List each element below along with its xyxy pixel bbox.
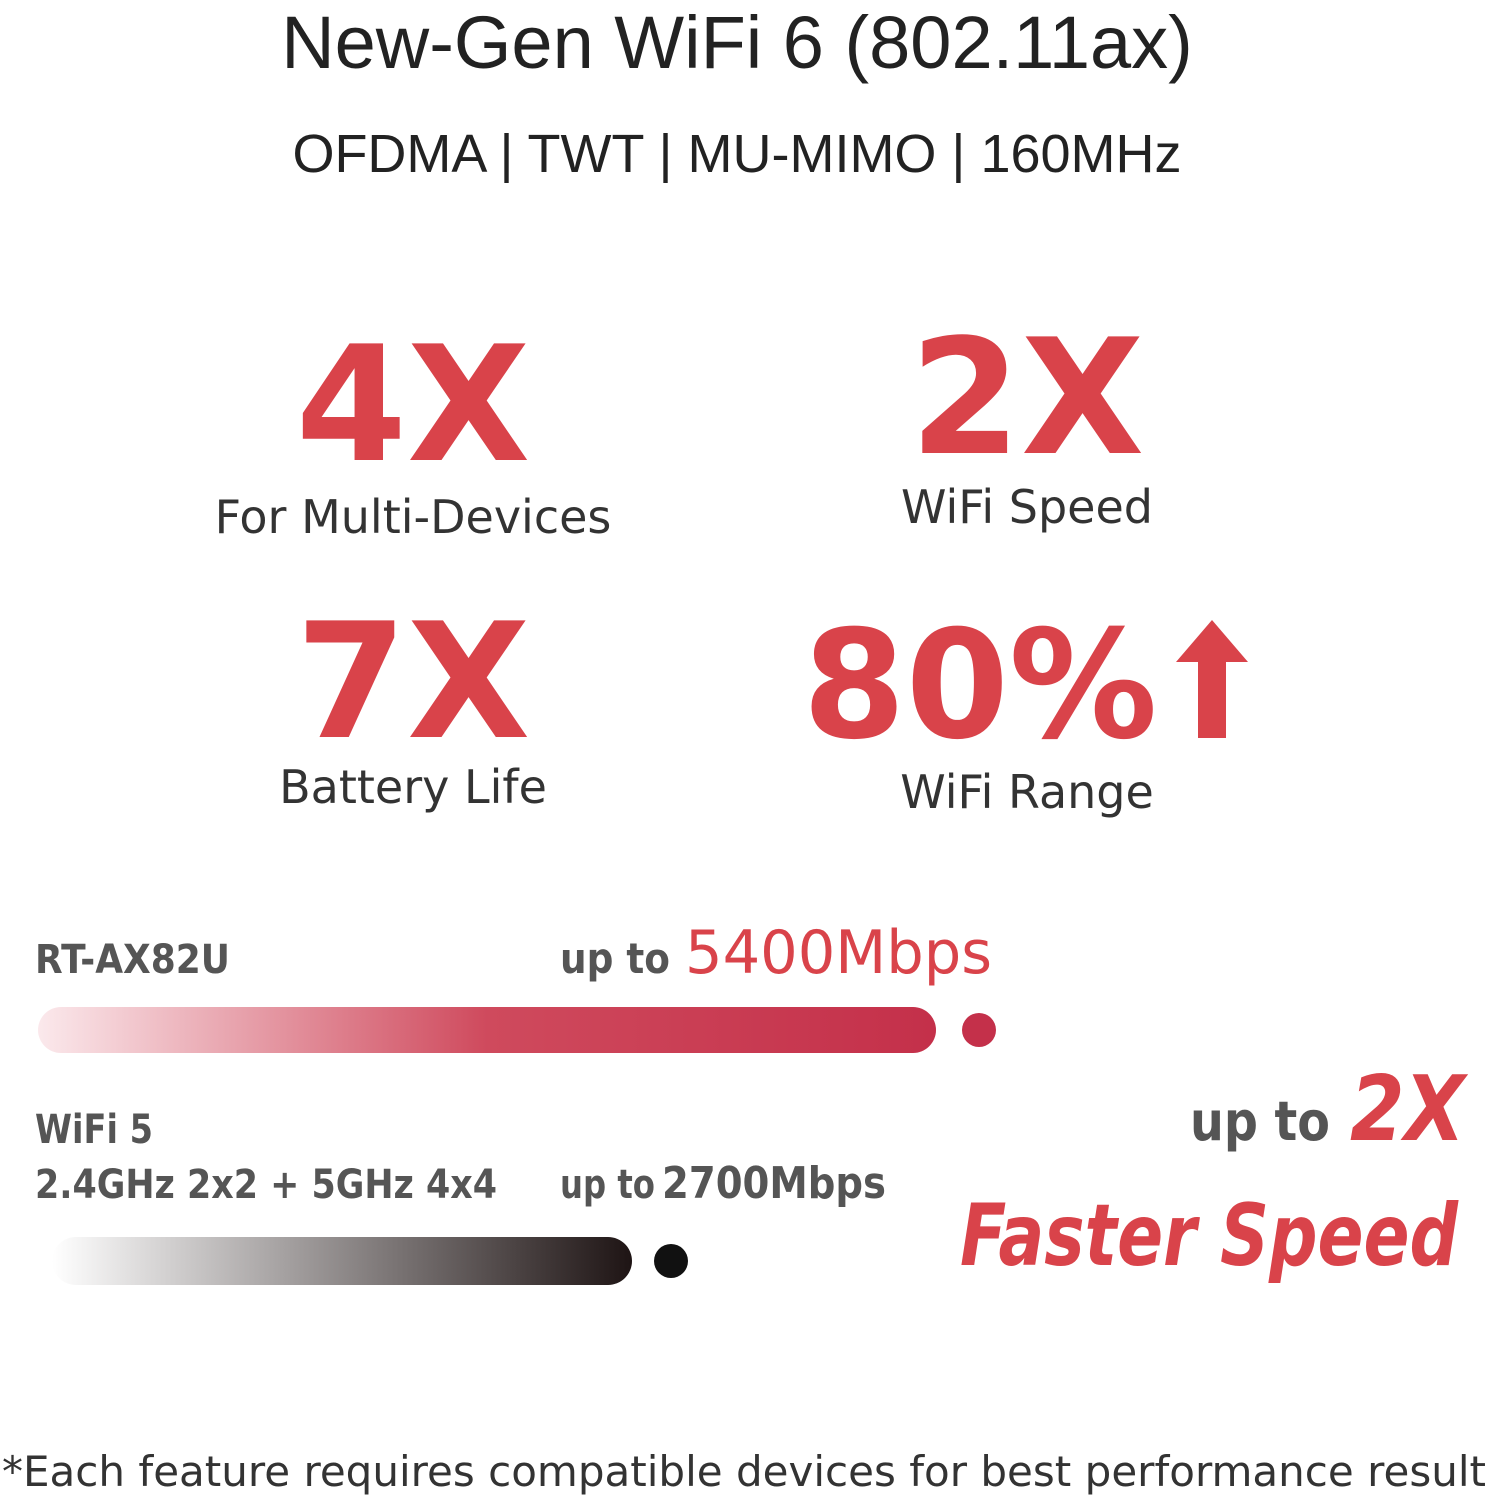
device-name: RT-AX82U [35, 937, 230, 983]
callout-tagline: Faster Speed [960, 1186, 1459, 1286]
callout-figure: 2X [1350, 1057, 1469, 1162]
stat-figure: 7X [296, 588, 531, 775]
speed-prefix: up to [560, 1162, 655, 1208]
bar-dot [654, 1244, 688, 1278]
device-detail: 2.4GHz 2x2 + 5GHz 4x4 [35, 1162, 497, 1208]
speed-bar [38, 1007, 936, 1053]
speed: 2700Mbps [662, 1158, 886, 1209]
speed-prefix: up to [560, 934, 670, 983]
stat-label: For Multi-Devices [215, 490, 612, 544]
stat-figure: 2X [910, 304, 1145, 491]
callout-prefix: up to [1190, 1090, 1330, 1153]
stat-figure: 80% [803, 599, 1158, 773]
bar-dot [962, 1013, 996, 1047]
speed: 5400Mbps [685, 918, 992, 988]
stat-label: Battery Life [279, 760, 547, 814]
device-name: WiFi 5 [35, 1107, 153, 1153]
stat-figure: 4X [296, 311, 531, 498]
up-arrow-icon [1176, 620, 1248, 738]
stat-label: WiFi Speed [901, 480, 1153, 534]
stat-label: WiFi Range [900, 765, 1154, 819]
subtitle: OFDMA | TWT | MU-MIMO | 160MHz [292, 124, 1181, 184]
speed-bar [52, 1237, 632, 1285]
footnote: *Each feature requires compatible device… [2, 1447, 1486, 1496]
title: New-Gen WiFi 6 (802.11ax) [281, 1, 1193, 84]
